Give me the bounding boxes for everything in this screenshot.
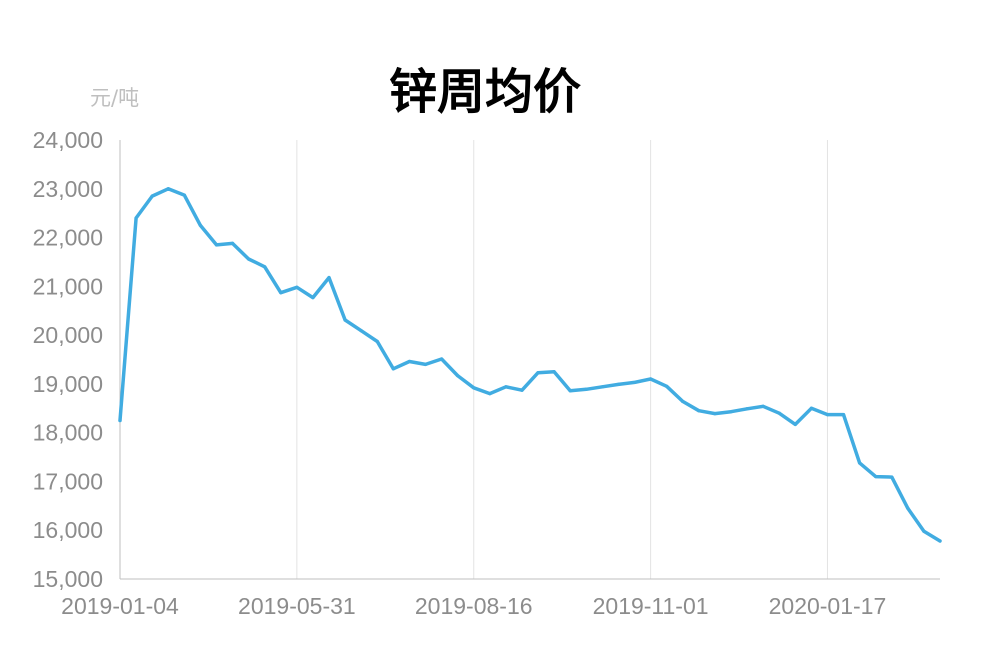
data-point — [423, 362, 428, 366]
data-point — [456, 373, 460, 378]
data-point — [874, 474, 878, 479]
series-line — [118, 187, 942, 543]
data-point — [697, 409, 701, 413]
y-axis-ticks: 15,000 16,000 17,000 18,000 19,000 20,000 21,0… — [33, 127, 103, 592]
x-tick-label: 2019-01-04 — [61, 593, 179, 619]
data-point — [375, 339, 379, 344]
data-point — [343, 318, 347, 322]
data-point — [809, 406, 813, 410]
data-point — [938, 539, 942, 543]
data-point — [118, 418, 122, 423]
data-point — [858, 461, 862, 465]
y-tick-label: 24,000 — [33, 127, 103, 153]
data-point — [439, 357, 444, 361]
data-point — [568, 389, 572, 393]
data-point — [922, 529, 926, 533]
data-point — [825, 413, 830, 417]
data-point — [134, 216, 138, 220]
data-point — [616, 382, 621, 386]
y-unit-label: 元/吨 — [90, 86, 139, 110]
data-point — [761, 404, 765, 408]
data-point — [295, 285, 299, 289]
data-point — [681, 399, 685, 404]
data-point — [632, 380, 637, 385]
data-point — [230, 241, 235, 246]
data-point — [182, 193, 186, 197]
y-tick-label: 20,000 — [33, 322, 103, 348]
y-tick-label: 17,000 — [33, 468, 103, 494]
data-point — [745, 407, 749, 411]
x-tick-label: 2019-11-01 — [593, 593, 709, 619]
data-point — [648, 377, 653, 381]
data-point — [504, 385, 508, 389]
data-point — [552, 370, 556, 374]
y-tick-label: 18,000 — [33, 420, 103, 446]
data-point — [472, 386, 476, 390]
gridlines — [296, 140, 828, 579]
data-point — [247, 257, 251, 261]
data-point — [150, 194, 154, 198]
data-point — [327, 275, 331, 280]
x-tick-label: 2020-01-17 — [769, 593, 887, 619]
data-point — [311, 295, 315, 300]
y-tick-label: 21,000 — [33, 273, 103, 299]
data-point — [488, 392, 492, 396]
data-point — [279, 291, 283, 295]
x-tick-label: 2019-08-16 — [415, 593, 533, 619]
data-point — [391, 367, 395, 371]
y-tick-label: 22,000 — [33, 225, 103, 251]
y-tick-label: 19,000 — [33, 371, 103, 397]
data-point — [729, 410, 733, 414]
data-point — [890, 475, 894, 479]
data-point — [198, 223, 202, 227]
data-point — [166, 187, 170, 191]
series-layer — [118, 187, 942, 543]
data-point — [600, 385, 604, 389]
y-tick-label: 23,000 — [33, 176, 103, 202]
data-point — [841, 413, 846, 417]
data-point — [214, 243, 219, 247]
y-tick-label: 15,000 — [33, 566, 103, 592]
x-axis-ticks: 2019-01-04 2019-05-31 2019-08-16 2019-11-01… — [61, 593, 886, 619]
data-point — [520, 388, 524, 392]
x-tick-label: 2019-05-31 — [238, 593, 356, 619]
data-point — [359, 329, 363, 333]
data-point — [536, 371, 540, 375]
data-point — [584, 387, 588, 391]
data-point — [906, 506, 910, 510]
chart-title: 锌周均价 — [389, 64, 581, 120]
data-point — [713, 412, 717, 416]
data-point — [665, 384, 669, 388]
data-point — [793, 422, 797, 426]
y-tick-label: 16,000 — [33, 517, 103, 543]
data-point — [407, 359, 412, 364]
data-point — [263, 265, 267, 269]
data-point — [777, 411, 781, 415]
